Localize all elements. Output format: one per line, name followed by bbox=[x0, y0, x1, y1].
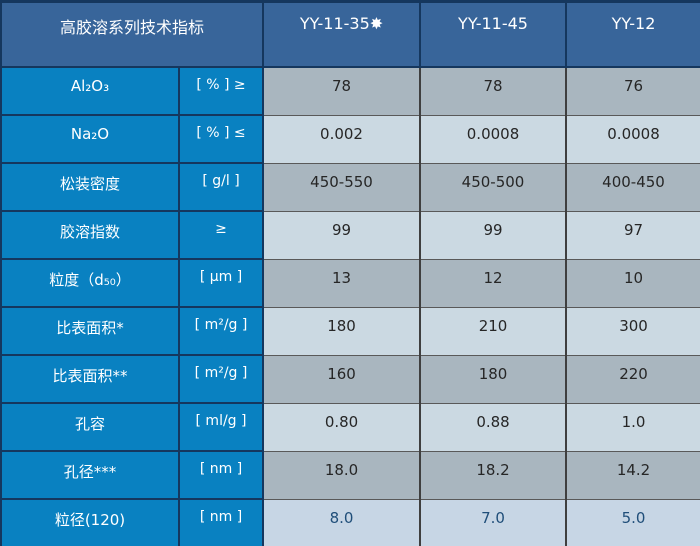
row-value: 99 bbox=[262, 210, 421, 260]
row-value: 300 bbox=[565, 306, 700, 356]
row-value: 5.0 bbox=[565, 498, 700, 546]
row-unit: [ ml/g ] bbox=[177, 402, 265, 452]
row-value: 0.0008 bbox=[419, 114, 567, 164]
row-value: 13 bbox=[262, 258, 421, 308]
row-value: 18.0 bbox=[262, 450, 421, 500]
row-label: Na₂O bbox=[0, 114, 180, 164]
table-row: 胶溶指数 ≥99 99 97 bbox=[0, 210, 700, 260]
table-row: Al₂O₃[ % ] ≥78 78 76 bbox=[0, 66, 700, 116]
row-value: 450-550 bbox=[262, 162, 421, 212]
table-title: 高胶溶系列技术指标 bbox=[0, 0, 265, 68]
row-label: 孔径*** bbox=[0, 450, 180, 500]
table-row: 比表面积*[ m²/g ] 180 210 300 bbox=[0, 306, 700, 356]
row-unit: ≥ bbox=[177, 210, 265, 260]
row-label: 粒径(120) bbox=[0, 498, 180, 546]
row-unit: [ m²/g ] bbox=[177, 354, 265, 404]
row-value: 0.88 bbox=[419, 402, 567, 452]
column-header-yy-12: YY-12 bbox=[565, 0, 700, 68]
row-value: 99 bbox=[419, 210, 567, 260]
row-value: 180 bbox=[419, 354, 567, 404]
row-value: 160 bbox=[262, 354, 421, 404]
row-value: 97 bbox=[565, 210, 700, 260]
table-row: 粒度（d₅₀）[ μm ] 13 12 10 bbox=[0, 258, 700, 308]
row-unit: [ g/l ] bbox=[177, 162, 265, 212]
table-row: 粒径(120)[ nm ] 8.0 7.0 5.0 bbox=[0, 498, 700, 546]
row-value: 1.0 bbox=[565, 402, 700, 452]
row-unit: [ nm ] bbox=[177, 450, 265, 500]
row-value: 18.2 bbox=[419, 450, 567, 500]
header-row: 高胶溶系列技术指标 YY-11-35✸ YY-11-45 YY-12 bbox=[0, 0, 700, 68]
row-value: 14.2 bbox=[565, 450, 700, 500]
row-unit: [ nm ] bbox=[177, 498, 265, 546]
row-label: 粒度（d₅₀） bbox=[0, 258, 180, 308]
table-row: 孔径***[ nm ] 18.0 18.2 14.2 bbox=[0, 450, 700, 500]
row-value: 400-450 bbox=[565, 162, 700, 212]
table-row: 孔容[ ml/g ] 0.80 0.88 1.0 bbox=[0, 402, 700, 452]
row-unit: [ % ] ≥ bbox=[177, 66, 265, 116]
table-row: 比表面积**[ m²/g ] 160 180 220 bbox=[0, 354, 700, 404]
row-value: 78 bbox=[419, 66, 567, 116]
column-header-yy-11-35: YY-11-35✸ bbox=[262, 0, 422, 68]
row-value: 10 bbox=[565, 258, 700, 308]
row-value: 220 bbox=[565, 354, 700, 404]
row-value: 12 bbox=[419, 258, 567, 308]
row-label: 松装密度 bbox=[0, 162, 180, 212]
table-row: Na₂O[ % ] ≤0.002 0.0008 0.0008 bbox=[0, 114, 700, 164]
row-value: 0.0008 bbox=[565, 114, 700, 164]
table-body: Al₂O₃[ % ] ≥78 78 76 Na₂O[ % ] ≤0.002 0.0008… bbox=[0, 66, 700, 546]
row-unit: [ μm ] bbox=[177, 258, 265, 308]
row-value: 180 bbox=[262, 306, 421, 356]
row-value: 0.002 bbox=[262, 114, 421, 164]
row-value: 8.0 bbox=[262, 498, 421, 546]
row-value: 76 bbox=[565, 66, 700, 116]
row-unit: [ m²/g ] bbox=[177, 306, 265, 356]
row-value: 450-500 bbox=[419, 162, 567, 212]
row-value: 78 bbox=[262, 66, 421, 116]
row-label: 胶溶指数 bbox=[0, 210, 180, 260]
column-header-yy-11-45: YY-11-45 bbox=[419, 0, 568, 68]
row-value: 0.80 bbox=[262, 402, 421, 452]
row-unit: [ % ] ≤ bbox=[177, 114, 265, 164]
row-label: 比表面积* bbox=[0, 306, 180, 356]
row-label: 比表面积** bbox=[0, 354, 180, 404]
row-label: Al₂O₃ bbox=[0, 66, 180, 116]
table-row: 松装密度[ g/l ] 450-550 450-500 400-450 bbox=[0, 162, 700, 212]
row-value: 7.0 bbox=[419, 498, 567, 546]
row-label: 孔容 bbox=[0, 402, 180, 452]
row-value: 210 bbox=[419, 306, 567, 356]
